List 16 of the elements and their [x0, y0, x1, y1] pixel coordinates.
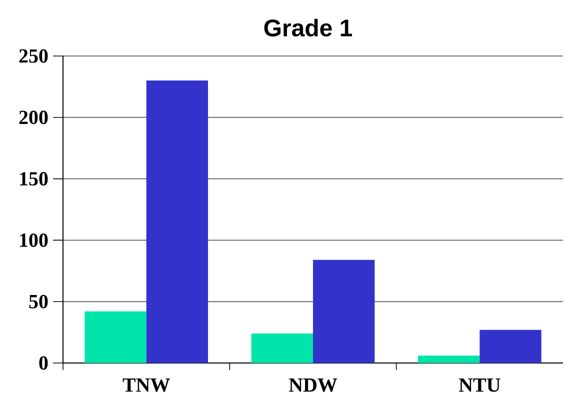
chart-title: Grade 1 [264, 18, 352, 36]
y-tick-label: 100 [20, 233, 48, 247]
y-tick-label: 0 [39, 356, 48, 370]
bar [146, 80, 208, 363]
y-tick-label: 50 [29, 294, 48, 308]
bar [480, 330, 542, 363]
bar [418, 356, 480, 363]
y-tick-label: 150 [20, 172, 48, 186]
x-tick-label: NDW [288, 378, 338, 392]
bar [251, 334, 314, 363]
y-tick-label: 200 [19, 110, 48, 124]
x-tick-label: NTU [458, 378, 500, 392]
y-tick-label: 250 [19, 49, 48, 63]
x-tick-label: TNW [122, 378, 170, 392]
bar [313, 260, 375, 363]
bar [84, 311, 146, 363]
